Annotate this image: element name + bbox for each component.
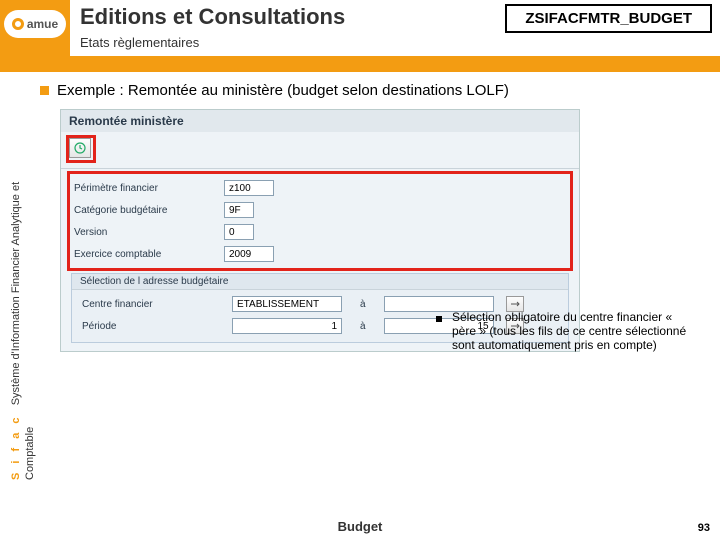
periode-from-input[interactable] [232,318,342,334]
perimetre-input[interactable] [224,180,274,196]
perimetre-label: Périmètre financier [74,183,224,194]
square-bullet-icon [40,86,49,95]
sap-window-title: Remontée ministère [61,110,579,132]
page-title: Editions et Consultations [80,4,345,30]
exercice-label: Exercice comptable [74,249,224,260]
centre-input[interactable] [232,296,342,312]
logo-band: amue [0,0,70,56]
note-text: Sélection obligatoire du centre financie… [452,310,696,352]
centre-to-label: à [360,299,366,310]
highlight-fields-box: Périmètre financier Catégorie budgétaire… [67,171,573,271]
periode-label: Période [82,321,232,332]
version-input[interactable] [224,224,254,240]
logo-dot-icon [12,18,24,30]
execute-button[interactable] [69,138,91,158]
orange-divider [0,56,720,72]
note-bullet-icon [436,316,442,322]
centre-label: Centre financier [82,299,232,310]
categorie-label: Catégorie budgétaire [74,205,224,216]
sidebar-line3: Comptable [24,427,36,480]
footer-label: Budget [0,519,720,534]
clock-icon [74,142,86,154]
sap-group-title: Sélection de l adresse budgétaire [72,274,568,290]
sidebar-text-2: Comptable [24,427,36,480]
bullet-line: Exemple : Remontée au ministère (budget … [40,82,708,99]
version-label: Version [74,227,224,238]
logo: amue [4,10,66,38]
periode-to-label: à [360,321,366,332]
page-number: 93 [698,522,710,534]
header: Editions et Consultations ZSIFACFMTR_BUD… [80,4,712,50]
sidebar-text: S i f a c Système d'Information Financie… [10,182,22,480]
sap-toolbar [61,132,579,164]
note: Sélection obligatoire du centre financie… [436,310,696,352]
sifac-label: S i f a c [10,414,22,480]
logo-text: amue [27,17,58,31]
categorie-input[interactable] [224,202,254,218]
exercice-input[interactable] [224,246,274,262]
bullet-text: Exemple : Remontée au ministère (budget … [57,82,509,99]
sidebar-line2: Système d'Information Financier Analytiq… [10,182,22,405]
transaction-code-box: ZSIFACFMTR_BUDGET [505,4,712,33]
page-subtitle: Etats règlementaires [80,35,712,50]
range-icon [510,299,520,309]
